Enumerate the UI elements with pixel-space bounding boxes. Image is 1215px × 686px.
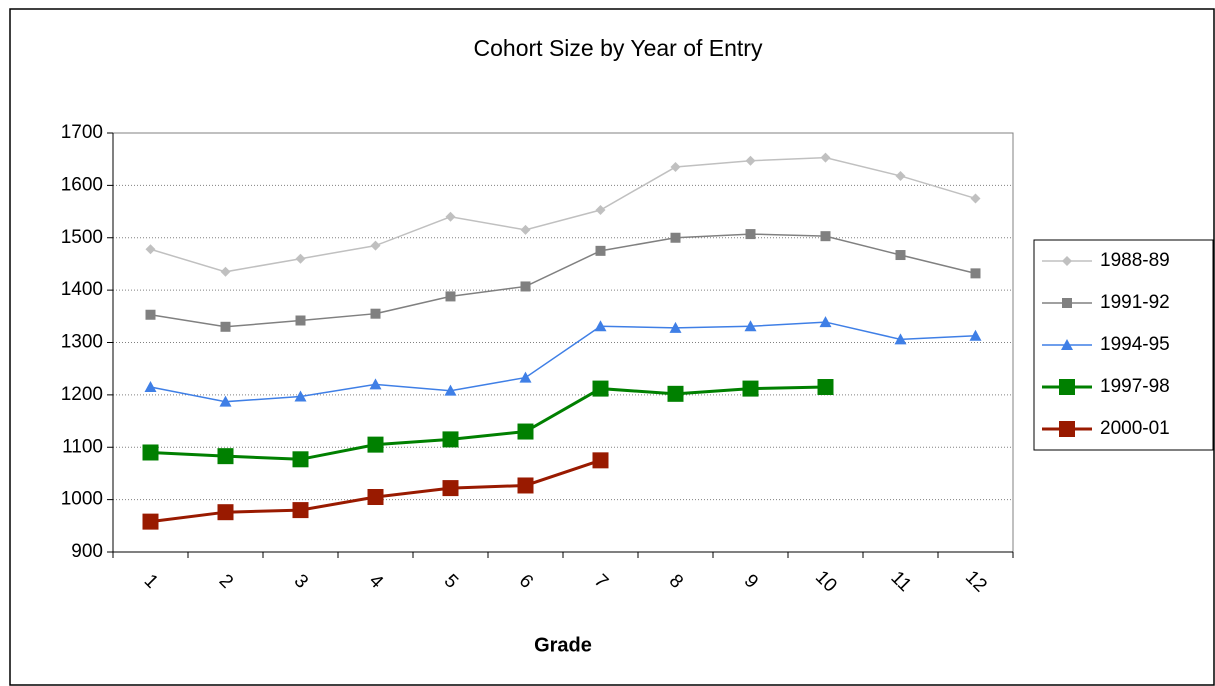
y-tick-label: 900 (71, 541, 103, 562)
marker (517, 423, 534, 440)
legend-marker (1061, 339, 1073, 350)
marker (820, 231, 831, 242)
legend-label: 1991-92 (1100, 292, 1170, 313)
y-tick-label: 1700 (61, 122, 103, 143)
series-line (150, 233, 976, 328)
marker (145, 244, 156, 255)
marker (370, 308, 381, 319)
marker (592, 380, 609, 397)
marker (669, 321, 682, 333)
marker (142, 444, 159, 461)
y-tick-label: 1300 (61, 332, 103, 353)
marker (220, 321, 231, 332)
marker (219, 395, 232, 407)
marker (744, 320, 757, 332)
marker (442, 431, 459, 448)
marker (595, 245, 606, 256)
marker (295, 315, 306, 326)
marker (817, 379, 834, 396)
legend-label: 1994-95 (1100, 334, 1170, 355)
marker (292, 451, 309, 468)
legend-label: 1988-89 (1100, 250, 1170, 271)
marker (294, 390, 307, 402)
legend-marker (1059, 379, 1075, 395)
marker (292, 502, 309, 519)
marker (445, 211, 456, 222)
marker (894, 333, 907, 345)
y-tick-label: 1400 (61, 279, 103, 300)
marker (745, 229, 756, 240)
legend-label: 1997-98 (1100, 376, 1170, 397)
marker (217, 504, 234, 521)
y-tick-label: 1200 (61, 384, 103, 405)
marker (970, 268, 981, 279)
marker (895, 250, 906, 261)
marker (969, 329, 982, 341)
marker (444, 384, 457, 396)
marker (520, 281, 531, 292)
marker (369, 378, 382, 390)
marker (745, 155, 756, 166)
y-tick-label: 1600 (61, 174, 103, 195)
series-line (150, 156, 976, 273)
chart-title: Cohort Size by Year of Entry (474, 35, 763, 61)
marker (217, 448, 234, 465)
marker (142, 513, 159, 530)
marker (370, 240, 381, 251)
y-tick-label: 1100 (62, 436, 103, 457)
marker (520, 224, 531, 235)
marker (367, 489, 384, 506)
legend-marker (1059, 421, 1075, 437)
marker (670, 162, 681, 173)
series-line (150, 385, 826, 461)
legend-label: 2000-01 (1100, 418, 1170, 439)
marker (220, 266, 231, 277)
marker (670, 232, 681, 243)
marker (144, 381, 157, 393)
series-line (150, 321, 976, 403)
marker (970, 193, 981, 204)
marker (594, 320, 607, 332)
x-axis-label: Grade (534, 634, 592, 656)
marker (445, 291, 456, 302)
marker (367, 436, 384, 453)
legend-marker (1062, 256, 1072, 266)
y-tick-label: 1500 (61, 227, 103, 248)
marker (819, 316, 832, 328)
marker (895, 170, 906, 181)
marker (519, 371, 532, 383)
marker (145, 309, 156, 320)
legend-marker (1062, 298, 1072, 308)
marker (517, 477, 534, 494)
marker (442, 480, 459, 497)
marker (595, 204, 606, 215)
marker (295, 253, 306, 264)
marker (592, 452, 609, 469)
marker (742, 380, 759, 397)
marker (820, 152, 831, 163)
y-tick-label: 1000 (61, 489, 103, 510)
marker (667, 385, 684, 402)
